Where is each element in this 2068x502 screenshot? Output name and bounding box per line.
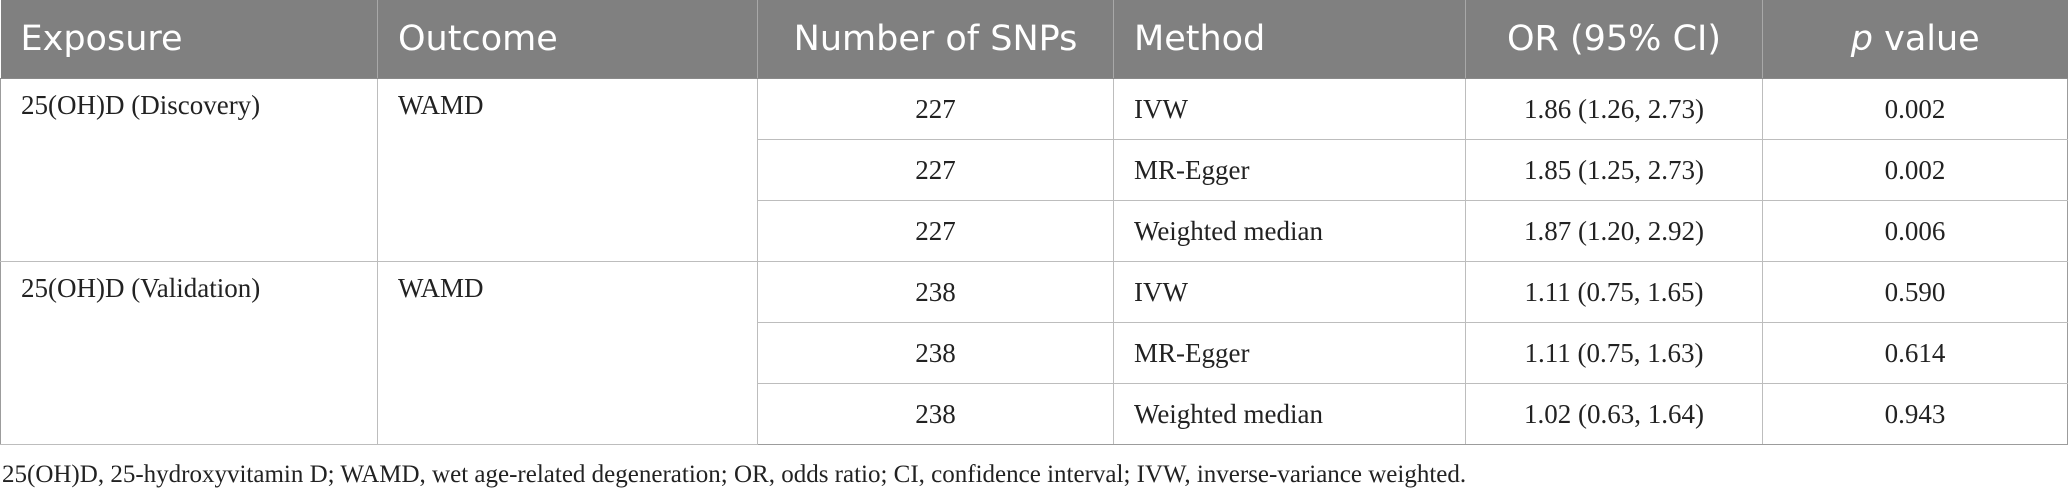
header-p-value-rest: value (1872, 19, 1980, 59)
header-p-value-italic: p (1850, 19, 1873, 59)
method-cell: MR-Egger (1113, 322, 1466, 384)
n-snps-cell: 227 (757, 200, 1114, 262)
method-cell: Weighted median (1113, 383, 1466, 445)
method-cell: MR-Egger (1113, 139, 1466, 201)
or-ci-cell: 1.86 (1.26, 2.73) (1465, 78, 1763, 140)
n-snps-cell: 227 (757, 78, 1114, 140)
table-row: 238 Weighted median 1.02 (0.63, 1.64) 0.… (1, 383, 2068, 445)
table-row: 238 MR-Egger 1.11 (0.75, 1.63) 0.614 (1, 322, 2068, 384)
table-row: 25(OH)D (Discovery) WAMD 227 IVW 1.86 (1… (0, 78, 2068, 262)
method-cell: IVW (1113, 261, 1466, 323)
n-snps-cell: 238 (757, 322, 1114, 384)
n-snps-cell: 227 (757, 139, 1114, 201)
p-value-cell: 0.002 (1762, 139, 2068, 201)
header-method: Method (1113, 0, 1466, 79)
p-value-cell: 0.590 (1762, 261, 2068, 323)
or-ci-cell: 1.02 (0.63, 1.64) (1465, 383, 1763, 445)
p-value-cell: 0.002 (1762, 78, 2068, 140)
header-outcome: Outcome (377, 0, 758, 79)
or-ci-cell: 1.11 (0.75, 1.65) (1465, 261, 1763, 323)
table-row: 25(OH)D (Validation) WAMD 238 IVW 1.11 (… (0, 261, 2068, 445)
p-value-cell: 0.006 (1762, 200, 2068, 262)
header-p-value: p value (1762, 0, 2068, 79)
results-table: Exposure Outcome Number of SNPs Method O… (0, 0, 2068, 445)
n-snps-cell: 238 (757, 383, 1114, 445)
n-snps-cell: 238 (757, 261, 1114, 323)
or-ci-cell: 1.11 (0.75, 1.63) (1465, 322, 1763, 384)
header-number-of-snps: Number of SNPs (757, 0, 1114, 79)
table-row: 227 Weighted median 1.87 (1.20, 2.92) 0.… (1, 200, 2068, 262)
or-ci-cell: 1.87 (1.20, 2.92) (1465, 200, 1763, 262)
header-or-ci: OR (95% CI) (1465, 0, 1763, 79)
exposure-cell: 25(OH)D (Validation) (0, 261, 378, 445)
header-exposure: Exposure (0, 0, 378, 79)
outcome-cell: WAMD (377, 78, 758, 262)
table-footnote: 25(OH)D, 25-hydroxyvitamin D; WAMD, wet … (2, 461, 1467, 488)
exposure-cell: 25(OH)D (Discovery) (0, 78, 378, 262)
outcome-cell: WAMD (377, 261, 758, 445)
or-ci-cell: 1.85 (1.25, 2.73) (1465, 139, 1763, 201)
method-cell: IVW (1113, 78, 1466, 140)
p-value-cell: 0.614 (1762, 322, 2068, 384)
method-cell: Weighted median (1113, 200, 1466, 262)
header-row: Exposure Outcome Number of SNPs Method O… (0, 0, 2068, 79)
p-value-cell: 0.943 (1762, 383, 2068, 445)
